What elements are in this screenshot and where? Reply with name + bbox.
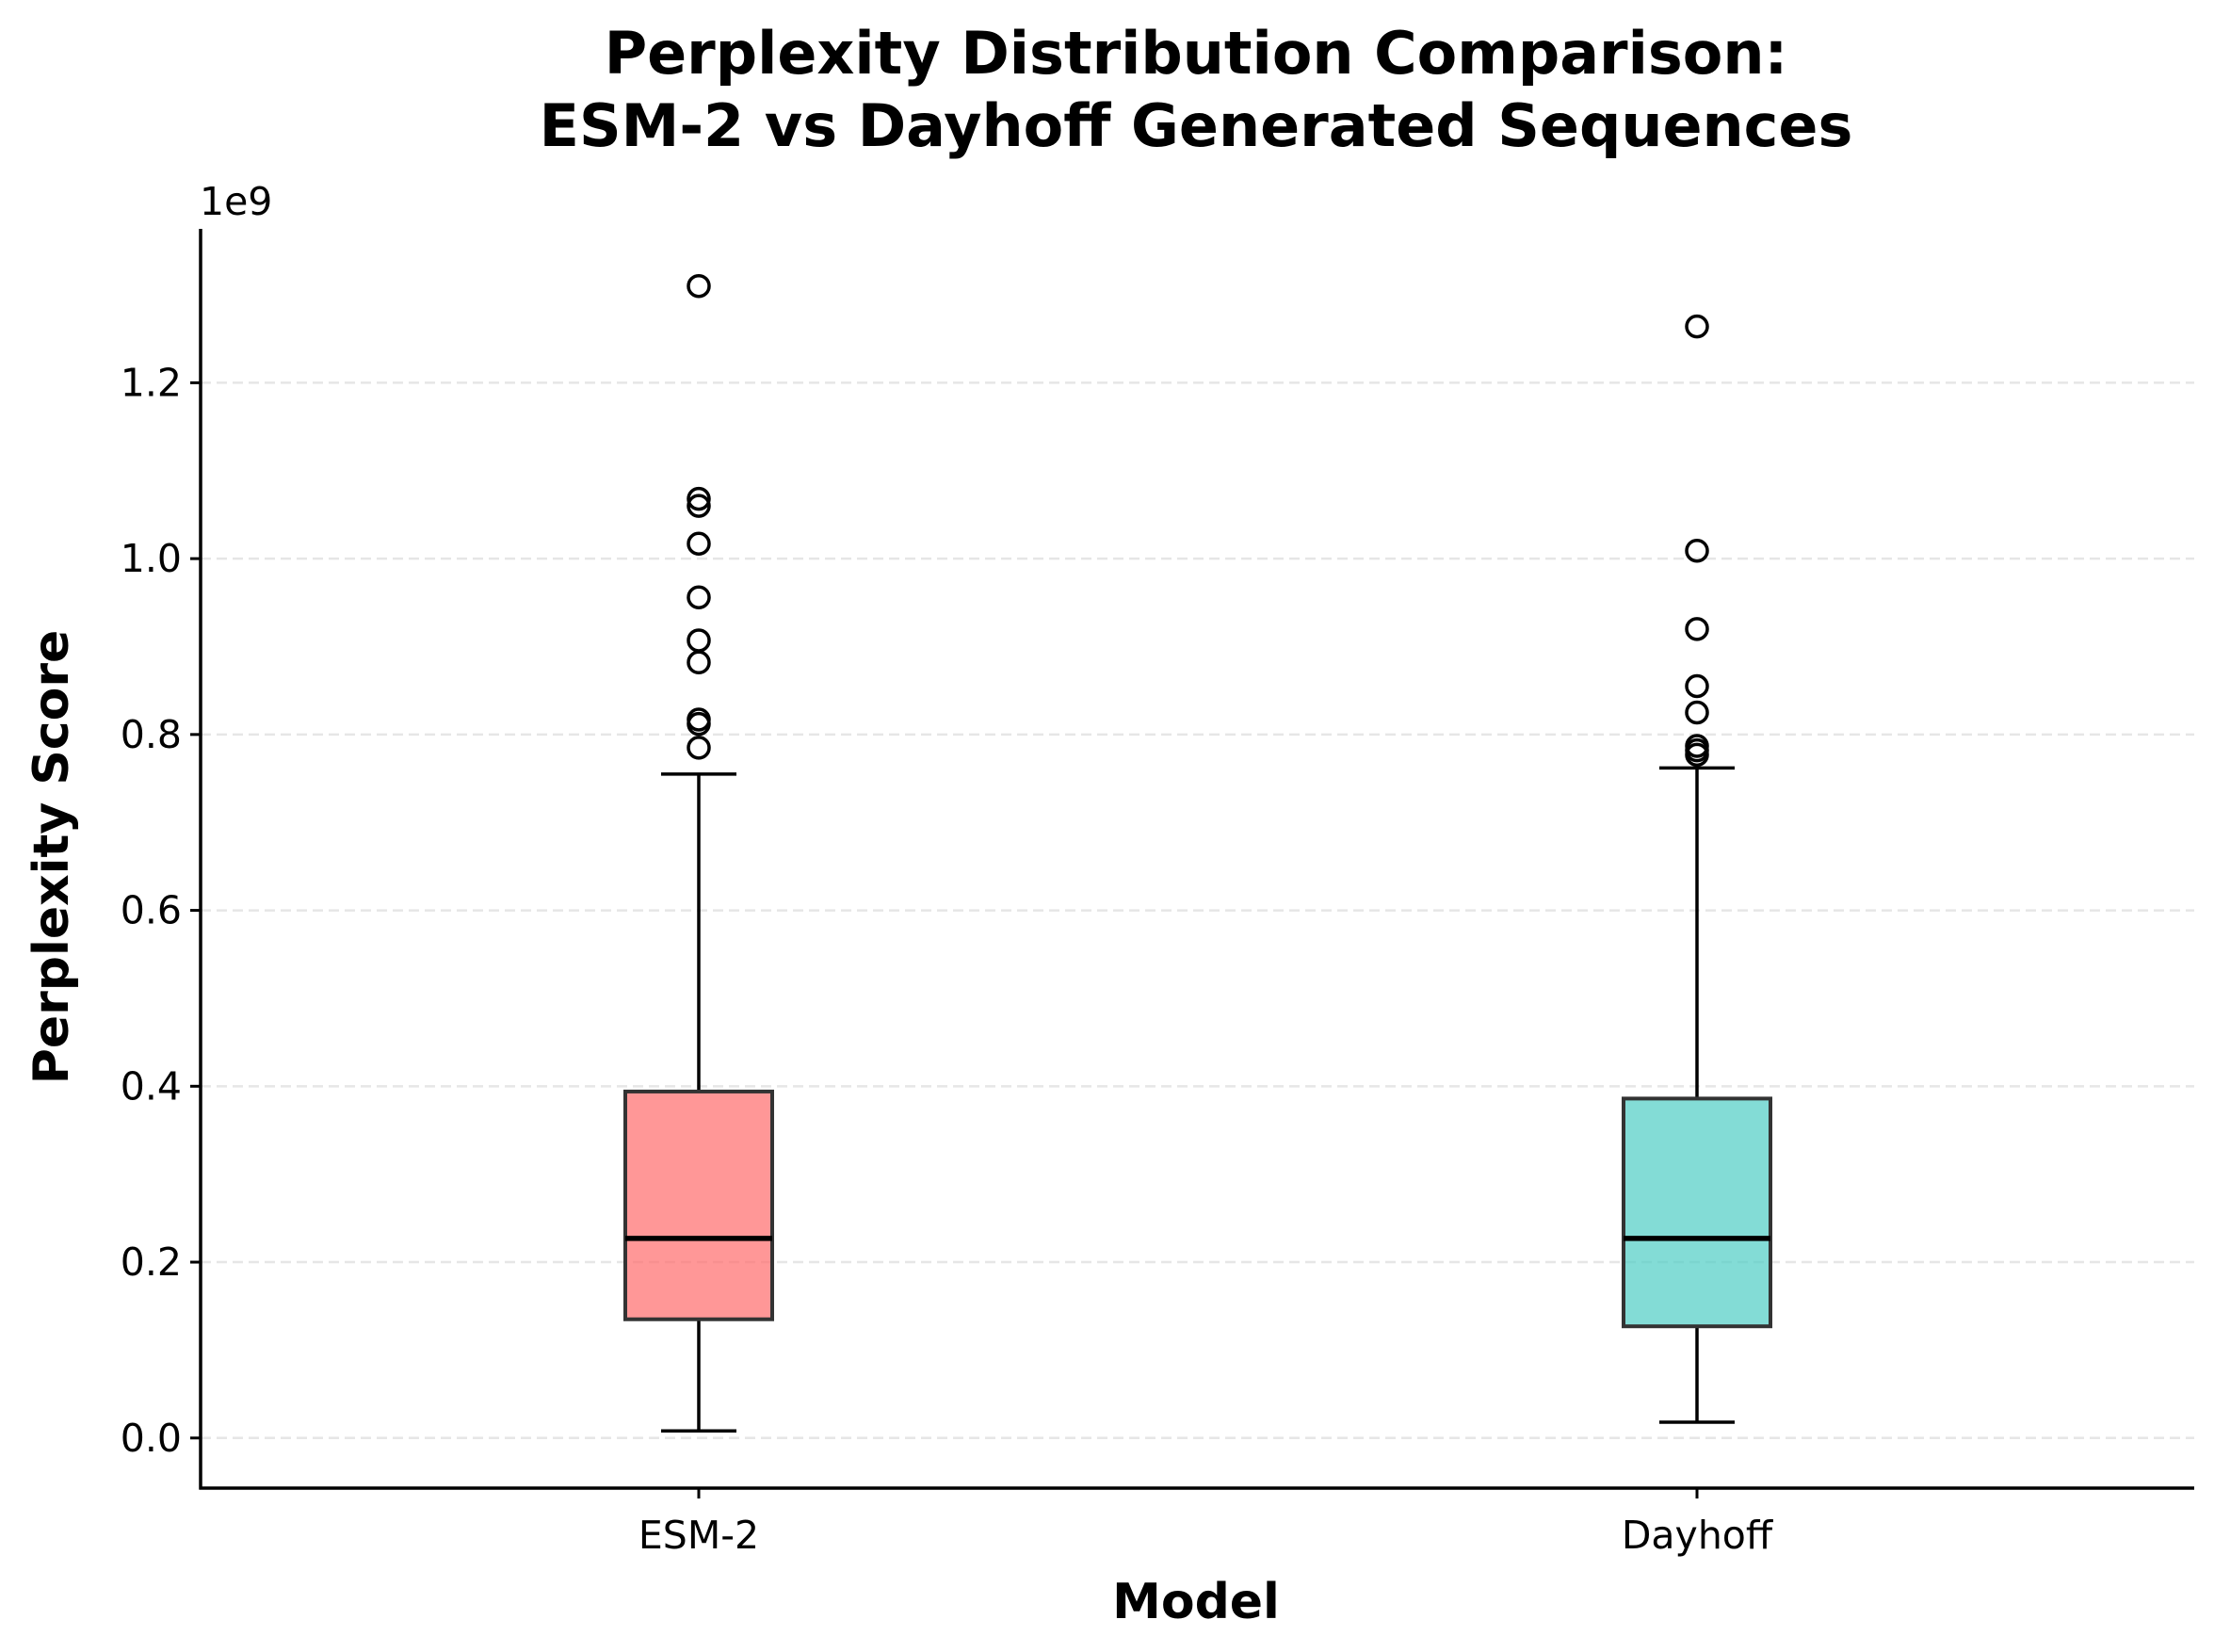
outlier-point [687, 628, 711, 653]
y-tick-label: 0.2 [121, 1239, 182, 1285]
outlier-point [687, 273, 711, 299]
y-tick-label: 1.0 [121, 536, 182, 581]
outlier-point [687, 736, 711, 760]
outlier-point [687, 650, 711, 675]
y-tick-label: 0.0 [121, 1416, 182, 1461]
box-group-esm-2 [623, 273, 774, 1433]
outlier-point [1685, 742, 1709, 768]
x-tick-label: Dayhoff [1622, 1513, 1774, 1558]
y-tick-label: 1.2 [121, 360, 182, 405]
y-tick-label: 0.8 [121, 712, 182, 757]
y-axis-label: Perplexity Score [24, 630, 80, 1084]
chart-text: Perplexity Distribution Comparison: ESM-… [24, 19, 1852, 1630]
outlier-point [687, 711, 711, 737]
outlier-point [687, 494, 711, 518]
iqr-box [1622, 1096, 1772, 1329]
outlier-point [1685, 314, 1709, 339]
x-tick-label: ESM-2 [638, 1513, 759, 1558]
y-tick-label: 0.4 [121, 1063, 182, 1109]
outlier-point [1685, 700, 1709, 725]
box-group-dayhoff [1622, 314, 1772, 1424]
outlier-point [1685, 538, 1709, 563]
outlier-point [1685, 617, 1709, 641]
box-plots [623, 273, 1772, 1433]
chart-title-line-2: ESM-2 vs Dayhoff Generated Sequences [540, 91, 1853, 160]
outlier-point [687, 486, 711, 511]
chart-title-line-1: Perplexity Distribution Comparison: [605, 19, 1788, 88]
outlier-point [687, 531, 711, 556]
grid-lines [201, 381, 2194, 1440]
outlier-point [1685, 673, 1709, 699]
y-tick-label: 0.6 [121, 888, 182, 933]
x-axis-label: Model [1112, 1574, 1280, 1630]
y-axis-offset-label: 1e9 [200, 179, 272, 224]
outlier-point [687, 585, 711, 609]
axes: 0.0 0.2 0.4 0.6 0.8 1.0 1.2 ESM-2 Dayhoff [121, 229, 2194, 1558]
iqr-box [623, 1089, 774, 1321]
